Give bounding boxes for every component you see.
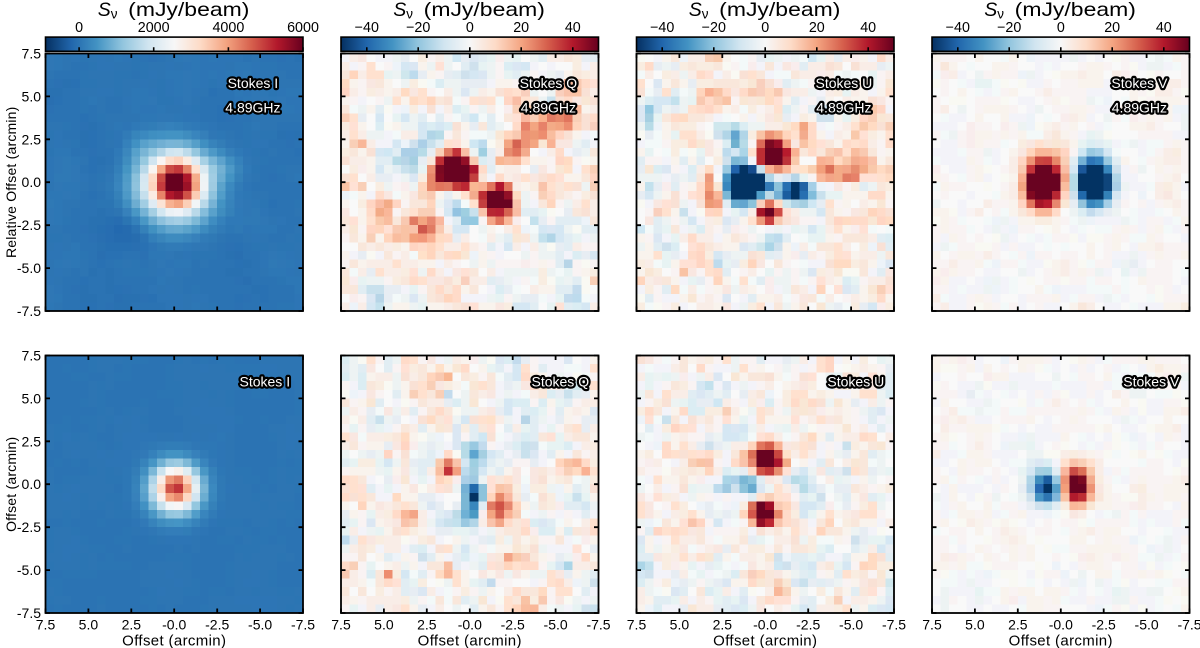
svg-text:7.5: 7.5 — [922, 617, 942, 633]
svg-text:−20: −20 — [406, 20, 430, 36]
svg-text:0: 0 — [75, 20, 83, 36]
svg-text:-2.5: -2.5 — [501, 617, 525, 633]
svg-text:7.5: 7.5 — [36, 617, 56, 633]
svg-text:(mJy/beam): (mJy/beam) — [128, 0, 249, 21]
svg-text:-5.0: -5.0 — [544, 617, 568, 633]
svg-text:(mJy/beam): (mJy/beam) — [1015, 0, 1136, 21]
svg-text:-2.5: -2.5 — [17, 519, 41, 535]
svg-text:7.5: 7.5 — [22, 348, 42, 364]
svg-text:ν: ν — [111, 6, 118, 21]
svg-text:-5.0: -5.0 — [17, 562, 41, 578]
svg-text:4.89GHz: 4.89GHz — [521, 100, 576, 116]
svg-text:5.0: 5.0 — [374, 617, 394, 633]
svg-text:20: 20 — [513, 20, 529, 36]
svg-text:(mJy/beam): (mJy/beam) — [424, 0, 545, 21]
svg-text:0: 0 — [1057, 20, 1065, 36]
svg-text:6000: 6000 — [287, 20, 319, 36]
svg-text:-2.5: -2.5 — [796, 617, 820, 633]
svg-text:-7.5: -7.5 — [17, 303, 41, 319]
svg-text:-2.5: -2.5 — [1092, 617, 1116, 633]
svg-text:-5.0: -5.0 — [839, 617, 863, 633]
svg-text:S: S — [984, 0, 997, 21]
svg-text:Stokes Q: Stokes Q — [520, 75, 578, 91]
svg-text:Stokes Q: Stokes Q — [532, 374, 590, 390]
svg-text:2.5: 2.5 — [22, 131, 42, 147]
svg-text:Stokes I: Stokes I — [240, 374, 291, 390]
svg-text:2.5: 2.5 — [22, 433, 42, 449]
svg-text:0: 0 — [761, 20, 769, 36]
svg-text:Offset (arcmin): Offset (arcmin) — [122, 633, 226, 648]
svg-text:5.0: 5.0 — [965, 617, 985, 633]
svg-text:−40: −40 — [946, 20, 970, 36]
svg-text:4000: 4000 — [212, 20, 244, 36]
svg-text:-2.5: -2.5 — [17, 217, 41, 233]
svg-text:2.5: 2.5 — [417, 617, 437, 633]
svg-text:5.0: 5.0 — [670, 617, 690, 633]
svg-text:Stokes V: Stokes V — [1111, 75, 1168, 91]
svg-text:5.0: 5.0 — [22, 390, 42, 406]
svg-text:5.0: 5.0 — [22, 88, 42, 104]
svg-text:40: 40 — [565, 20, 581, 36]
svg-text:2.5: 2.5 — [713, 617, 733, 633]
svg-text:−40: −40 — [355, 20, 379, 36]
svg-text:S: S — [393, 0, 406, 21]
svg-text:Offset (arcmin): Offset (arcmin) — [713, 633, 817, 648]
svg-text:Stokes I: Stokes I — [228, 75, 279, 91]
svg-text:-0.0: -0.0 — [1049, 617, 1073, 633]
svg-text:ν: ν — [406, 6, 413, 21]
svg-text:-7.5: -7.5 — [882, 617, 906, 633]
svg-text:7.5: 7.5 — [627, 617, 647, 633]
svg-text:40: 40 — [1156, 20, 1172, 36]
svg-text:-0.0: -0.0 — [753, 617, 777, 633]
svg-text:Stokes U: Stokes U — [827, 374, 884, 390]
svg-text:Offset (arcmin): Offset (arcmin) — [418, 633, 522, 648]
svg-text:20: 20 — [1104, 20, 1120, 36]
svg-text:0: 0 — [466, 20, 474, 36]
svg-text:-7.5: -7.5 — [586, 617, 610, 633]
svg-text:Offset (arcmin): Offset (arcmin) — [1009, 633, 1113, 648]
svg-text:-7.5: -7.5 — [17, 605, 41, 621]
svg-text:ν: ν — [997, 6, 1004, 21]
svg-text:7.5: 7.5 — [22, 46, 42, 62]
svg-text:S: S — [98, 0, 111, 21]
svg-text:−40: −40 — [650, 20, 674, 36]
svg-text:Offset (arcmin): Offset (arcmin) — [3, 437, 19, 532]
svg-text:2000: 2000 — [138, 20, 170, 36]
svg-text:2.5: 2.5 — [122, 617, 142, 633]
svg-text:-5.0: -5.0 — [248, 617, 272, 633]
svg-text:Stokes V: Stokes V — [1123, 374, 1180, 390]
svg-text:4.89GHz: 4.89GHz — [1112, 100, 1167, 116]
svg-text:20: 20 — [809, 20, 825, 36]
svg-text:-0.0: -0.0 — [458, 617, 482, 633]
svg-text:7.5: 7.5 — [331, 617, 351, 633]
svg-text:4.89GHz: 4.89GHz — [225, 100, 280, 116]
svg-text:Stokes U: Stokes U — [815, 75, 872, 91]
svg-text:5.0: 5.0 — [79, 617, 99, 633]
svg-text:-5.0: -5.0 — [1135, 617, 1159, 633]
svg-text:0.0: 0.0 — [22, 476, 42, 492]
svg-text:−20: −20 — [702, 20, 726, 36]
svg-text:-0.0: -0.0 — [162, 617, 186, 633]
svg-text:2.5: 2.5 — [1008, 617, 1028, 633]
svg-text:(mJy/beam): (mJy/beam) — [719, 0, 840, 21]
svg-text:−20: −20 — [997, 20, 1021, 36]
svg-text:ν: ν — [702, 6, 709, 21]
svg-text:-7.5: -7.5 — [291, 617, 315, 633]
svg-text:S: S — [689, 0, 702, 21]
svg-text:-2.5: -2.5 — [205, 617, 229, 633]
svg-text:4.89GHz: 4.89GHz — [816, 100, 871, 116]
svg-text:0.0: 0.0 — [22, 174, 42, 190]
svg-text:40: 40 — [860, 20, 876, 36]
svg-text:Relative Offset (arcmin): Relative Offset (arcmin) — [3, 106, 19, 258]
svg-text:-5.0: -5.0 — [17, 260, 41, 276]
svg-text:-7.5: -7.5 — [1177, 617, 1200, 633]
